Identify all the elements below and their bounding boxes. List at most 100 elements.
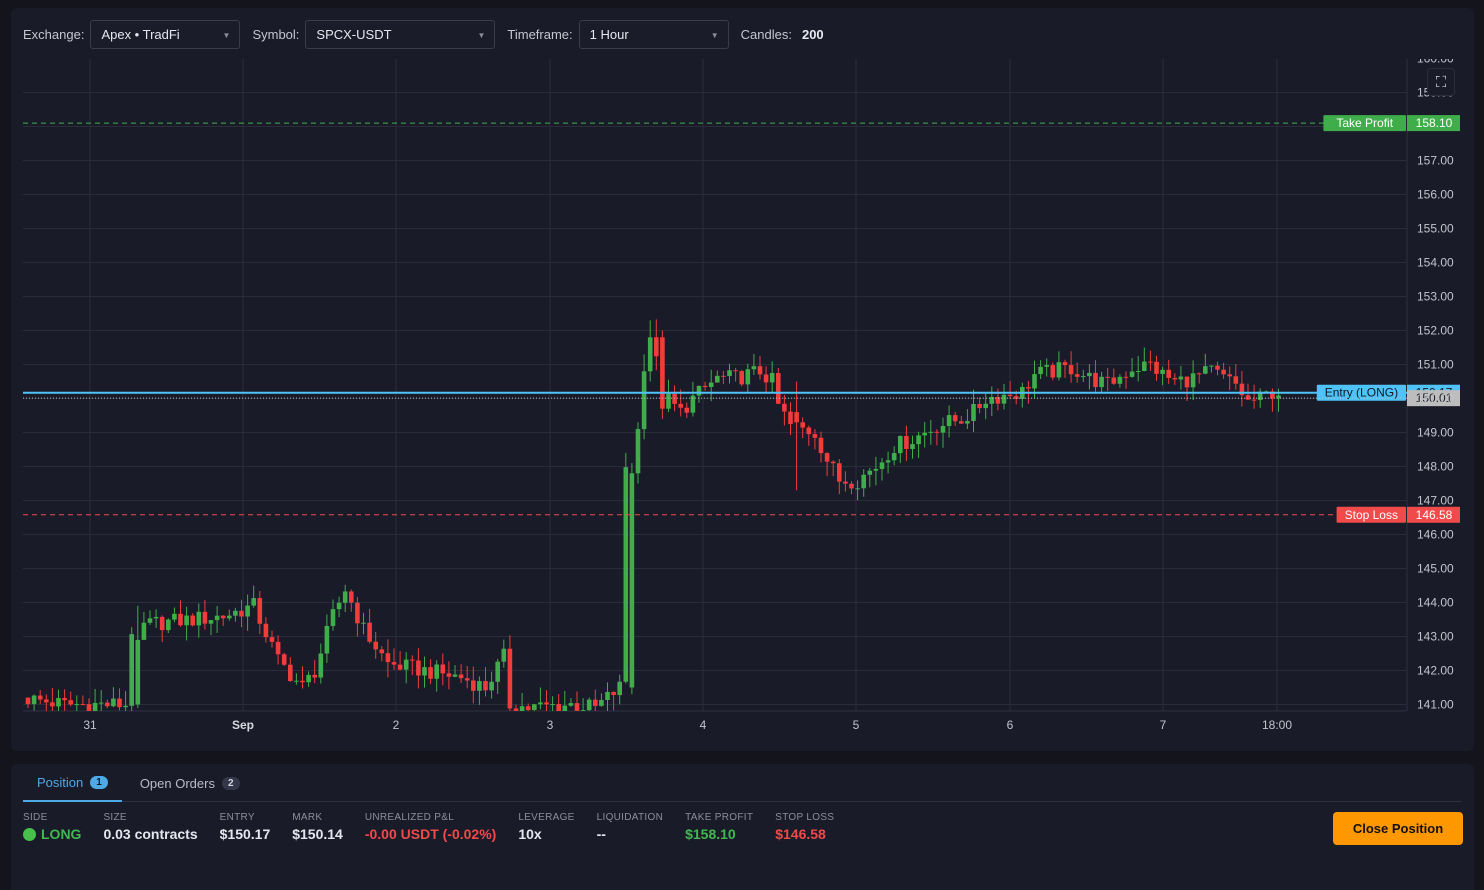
candle-body [812,434,818,438]
candle-body [294,680,299,682]
candle-body [434,664,439,679]
candle-body [1032,374,1037,389]
candle-body [593,699,598,706]
stat-take-profit: TAKE PROFIT $158.10 [685,812,753,842]
candle-body [617,681,622,696]
candle-body [690,395,696,413]
candle-body [62,698,67,701]
candle-body [971,403,976,421]
candle-body [739,371,744,385]
candle-body [275,641,281,655]
candle-body [227,615,232,619]
candle-body [166,619,171,631]
stop-loss-value: $146.58 [775,826,826,842]
candle-body [135,639,141,705]
price-line-label: Entry (LONG) [1325,386,1398,400]
candle-body [635,429,641,474]
exchange-label: Exchange: [23,27,85,42]
side-value: LONG [23,826,81,842]
candle-body [1038,366,1043,375]
candle-body [885,460,891,463]
y-tick-label: 143.00 [1417,630,1454,644]
candle-body [605,691,610,701]
candle-body [776,373,781,404]
stat-mark: MARK $150.14 [292,812,343,842]
symbol-select[interactable]: SPCX-USDT ▼ [305,20,496,49]
exchange-select[interactable]: Apex • TradFi ▼ [90,20,241,49]
candle-body [385,653,391,663]
candle-body [178,613,183,626]
panel-tabs: Position 1 Open Orders 2 [23,764,1462,802]
candle-body [336,602,342,610]
candle-body [477,681,482,691]
candle-body [1227,374,1232,377]
candle-body [654,337,659,357]
take-profit-value: $158.10 [685,826,736,842]
chevron-down-icon: ▼ [710,31,719,40]
candle-body [916,435,921,445]
timeframe-value: 1 Hour [589,27,629,42]
candle-body [580,710,586,711]
candle-body [873,468,879,471]
fullscreen-icon[interactable]: ⛶ [1427,68,1455,96]
candle-body [220,615,226,619]
candle-body [843,481,848,484]
x-tick-label: 2 [393,718,400,732]
candle-body [763,374,769,383]
leverage-value: 10x [518,826,542,842]
candle-body [983,403,988,409]
stat-pnl: UNREALIZED P&L -0.00 USDT (-0.02%) [365,812,496,842]
candle-body [1190,373,1196,388]
y-tick-label: 146.00 [1417,528,1454,542]
y-tick-label: 155.00 [1417,222,1454,236]
price-line-tag [1336,506,1406,523]
candle-body [190,615,195,626]
candle-body [495,661,500,682]
size-value: 0.03 contracts [103,826,198,842]
candle-body [342,591,348,603]
candle-body [507,648,513,709]
candle-series [25,319,1281,711]
tab-position[interactable]: Position 1 [23,764,122,802]
timeframe-select[interactable]: 1 Hour ▼ [578,20,729,49]
candle-body [1251,399,1257,401]
tab-open-orders[interactable]: Open Orders 2 [126,764,254,802]
candle-body [129,634,134,706]
long-status-icon [23,828,36,841]
candle-body [721,375,726,377]
exchange-value: Apex • TradFi [101,27,180,42]
candle-body [117,698,122,708]
candle-body [1081,376,1086,378]
candle-body [684,407,690,413]
candle-body [1001,394,1007,404]
candle-body [214,615,220,621]
y-tick-label: 150.00 [1417,392,1454,406]
candle-body [501,648,507,662]
candle-body [818,437,824,454]
candle-body [1196,373,1202,375]
candle-body [959,421,964,424]
price-line-tag [1323,115,1406,132]
candle-body [532,704,537,710]
candle-body [1123,376,1129,378]
candle-body [1166,369,1171,378]
candle-body [471,680,476,691]
candle-body [824,453,830,462]
candle-body [544,702,549,705]
candle-body [1099,376,1104,388]
chevron-down-icon: ▼ [477,31,486,40]
candle-body [1209,365,1214,367]
candle-body [1203,366,1208,374]
candle-body [1105,376,1110,378]
entry-label: ENTRY [219,812,255,823]
candle-body [403,659,409,670]
candle-body [263,623,269,638]
candle-body [379,649,385,654]
chart-panel: Exchange: Apex • TradFi ▼ Symbol: SPCX-U… [11,8,1474,751]
candle-body [68,700,73,705]
candle-body [1178,376,1184,380]
close-position-button[interactable]: Close Position [1333,812,1463,845]
candle-body [1245,395,1251,400]
candle-body [1148,361,1153,363]
